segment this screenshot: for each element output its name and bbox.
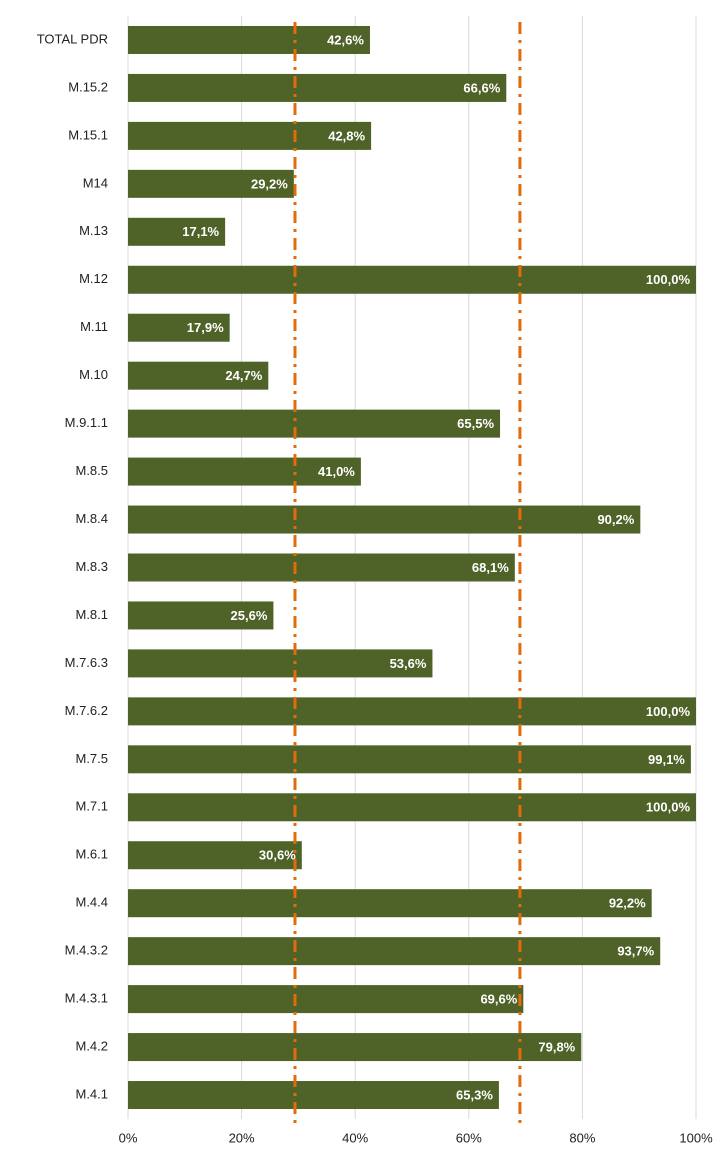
y-tick-label: M.10: [79, 367, 108, 382]
y-tick-label: M.4.3.1: [65, 991, 108, 1006]
y-tick-label: M.4.1: [75, 1086, 108, 1101]
value-label: 100,0%: [646, 800, 691, 815]
bar: [128, 745, 691, 774]
y-tick-label: M.4.4: [75, 895, 108, 910]
y-tick-label: M14: [83, 175, 108, 190]
y-tick-label: M.11: [80, 319, 108, 334]
bar: [128, 889, 652, 918]
x-tick-label: 60%: [456, 1130, 482, 1145]
y-tick-label: M.8.5: [75, 463, 108, 478]
y-tick-label: M.15.2: [68, 79, 108, 94]
y-tick-label: M.12: [79, 271, 108, 286]
value-label: 42,6%: [327, 32, 364, 47]
bar: [128, 265, 696, 294]
bar: [128, 25, 370, 54]
bar: [128, 409, 501, 438]
x-tick-label: 20%: [229, 1130, 255, 1145]
bar: [128, 937, 661, 966]
value-label: 92,2%: [609, 896, 646, 911]
bar: [128, 841, 302, 870]
bar: [128, 169, 294, 198]
value-label: 42,8%: [328, 128, 365, 143]
x-tick-label: 100%: [679, 1130, 713, 1145]
bar: [128, 73, 507, 102]
value-label: 100,0%: [646, 704, 691, 719]
value-label: 17,9%: [187, 320, 224, 335]
value-label: 100,0%: [646, 272, 691, 287]
y-tick-label: M.15.1: [68, 127, 108, 142]
value-label: 24,7%: [225, 368, 262, 383]
bar: [128, 457, 361, 486]
value-label: 79,8%: [538, 1040, 575, 1055]
value-label: 25,6%: [231, 608, 268, 623]
y-tick-label: M.6.1: [75, 847, 108, 862]
y-tick-label: TOTAL PDR: [37, 31, 108, 46]
y-tick-label: M.13: [79, 223, 108, 238]
value-label: 66,6%: [463, 80, 500, 95]
y-tick-label: M.7.6.3: [65, 655, 108, 670]
value-label: 93,7%: [617, 944, 654, 959]
x-tick-label: 40%: [342, 1130, 368, 1145]
y-tick-label: M.7.6.2: [65, 703, 108, 718]
y-tick-label: M.8.3: [75, 559, 108, 574]
y-tick-label: M.4.3.2: [65, 943, 108, 958]
bar: [128, 697, 696, 726]
y-tick-label: M.4.2: [75, 1039, 108, 1054]
value-label: 17,1%: [182, 224, 219, 239]
bar: [128, 649, 433, 678]
x-tick-label: 0%: [119, 1130, 138, 1145]
value-label: 99,1%: [648, 752, 685, 767]
y-tick-label: M.8.4: [75, 511, 108, 526]
y-tick-label: M.7.1: [75, 799, 108, 814]
value-label: 90,2%: [597, 512, 634, 527]
y-tick-label: M.9.1.1: [65, 415, 108, 430]
value-label: 53,6%: [390, 656, 427, 671]
bar: [128, 1033, 582, 1062]
value-label: 41,0%: [318, 464, 355, 479]
value-label: 30,6%: [259, 848, 296, 863]
bar: [128, 793, 696, 822]
value-label: 65,5%: [457, 416, 494, 431]
value-label: 69,6%: [480, 992, 517, 1007]
bar: [128, 553, 515, 582]
bar: [128, 121, 372, 150]
bar: [128, 313, 230, 342]
bar: [128, 985, 524, 1014]
y-tick-label: M.7.5: [75, 751, 108, 766]
x-tick-label: 80%: [569, 1130, 595, 1145]
value-label: 65,3%: [456, 1087, 493, 1102]
y-tick-label: M.8.1: [75, 607, 108, 622]
bar: [128, 361, 269, 390]
bar: [128, 601, 274, 630]
value-label: 68,1%: [472, 560, 509, 575]
bar: [128, 505, 641, 534]
bar: [128, 1081, 499, 1110]
value-label: 29,2%: [251, 176, 288, 191]
bar: [128, 217, 226, 246]
